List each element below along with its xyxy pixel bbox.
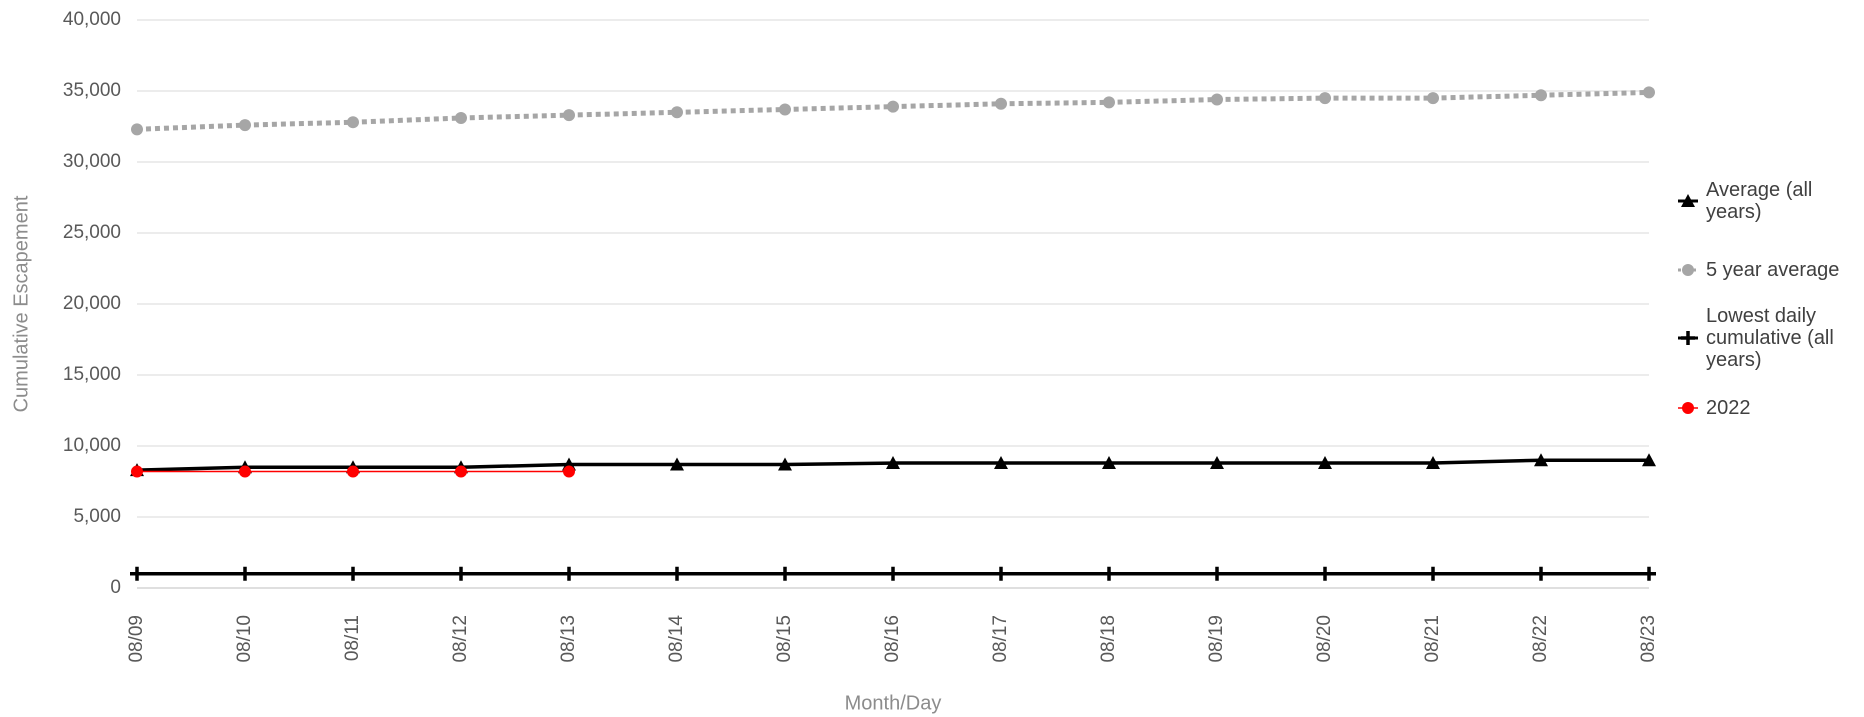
legend-item: Lowest daily cumulative (all years) xyxy=(1676,305,1856,371)
data-point xyxy=(1318,566,1332,581)
data-point xyxy=(454,566,468,581)
legend-item: 5 year average xyxy=(1676,259,1856,281)
y-tick-label: 10,000 xyxy=(63,435,121,456)
legend-label: Average (all years) xyxy=(1706,179,1813,223)
x-tick-label: 08/18 xyxy=(1098,615,1119,663)
legend-label: 2022 xyxy=(1706,397,1751,419)
data-point xyxy=(131,465,143,478)
legend-label: Lowest daily cumulative (all years) xyxy=(1706,305,1834,371)
x-tick-label: 08/16 xyxy=(882,615,903,663)
legend-swatch xyxy=(1678,331,1698,345)
data-point xyxy=(670,566,684,581)
legend-marker xyxy=(1681,331,1695,345)
data-point xyxy=(455,111,467,124)
legend-marker xyxy=(1682,402,1694,414)
data-point xyxy=(1318,456,1332,470)
data-point xyxy=(1211,93,1223,106)
x-tick-label: 08/11 xyxy=(342,615,363,661)
data-point xyxy=(347,465,359,478)
data-point xyxy=(778,457,792,471)
legend: Average (all years) 5 year average Lowest … xyxy=(1676,0,1864,717)
data-point xyxy=(563,465,575,478)
x-tick-label: 08/17 xyxy=(990,615,1011,663)
x-tick-label: 08/22 xyxy=(1530,615,1551,663)
x-tick-label: 08/14 xyxy=(666,615,687,663)
y-tick-label: 30,000 xyxy=(63,151,121,172)
data-point xyxy=(346,566,360,581)
legend-marker xyxy=(1682,264,1694,276)
y-tick-label: 20,000 xyxy=(63,293,121,314)
data-point xyxy=(994,456,1008,470)
x-tick-label: 08/20 xyxy=(1314,615,1335,663)
data-point xyxy=(130,566,144,581)
y-tick-label: 25,000 xyxy=(63,222,121,243)
x-tick-label: 08/23 xyxy=(1638,615,1659,663)
data-point xyxy=(1102,566,1116,581)
legend-swatch xyxy=(1678,402,1698,414)
data-point xyxy=(886,456,900,470)
y-tick-label: 35,000 xyxy=(63,80,121,101)
x-tick-label: 08/21 xyxy=(1422,615,1443,663)
data-point xyxy=(778,566,792,581)
data-point xyxy=(1643,86,1655,99)
data-point xyxy=(1534,566,1548,581)
data-point xyxy=(455,465,467,478)
data-point xyxy=(887,100,899,113)
data-point xyxy=(670,457,684,471)
legend-marker xyxy=(1681,194,1695,207)
data-point xyxy=(1210,566,1224,581)
data-point xyxy=(1426,566,1440,581)
legend-item: 2022 xyxy=(1676,397,1856,419)
data-point xyxy=(1102,456,1116,470)
y-tick-label: 5,000 xyxy=(73,506,121,527)
legend-item: Average (all years) xyxy=(1676,179,1856,223)
data-point xyxy=(347,116,359,129)
data-point xyxy=(238,566,252,581)
data-point xyxy=(994,566,1008,581)
data-point xyxy=(1427,92,1439,105)
data-point xyxy=(1210,456,1224,470)
y-tick-label: 0 xyxy=(110,577,121,598)
data-point xyxy=(1426,456,1440,470)
x-tick-label: 08/09 xyxy=(126,615,147,663)
x-tick-label: 08/12 xyxy=(450,615,471,663)
legend-swatch xyxy=(1678,264,1698,276)
legend-swatch xyxy=(1678,194,1698,207)
x-tick-label: 08/19 xyxy=(1206,615,1227,663)
x-tick-label: 08/10 xyxy=(234,615,255,663)
data-point xyxy=(1535,89,1547,102)
data-point xyxy=(239,119,251,132)
data-point xyxy=(563,109,575,122)
x-tick-label: 08/15 xyxy=(774,615,795,663)
data-point xyxy=(131,123,143,136)
data-point xyxy=(562,566,576,581)
data-point xyxy=(1534,453,1548,467)
data-point xyxy=(886,566,900,581)
x-axis-title: Month/Day xyxy=(845,692,942,714)
data-point xyxy=(239,465,251,478)
x-tick-label: 08/13 xyxy=(558,615,579,663)
data-point xyxy=(671,106,683,119)
legend-label: 5 year average xyxy=(1706,259,1840,281)
data-point xyxy=(1642,453,1656,467)
y-axis-title: Cumulative Escapement xyxy=(10,195,32,412)
data-point xyxy=(1103,96,1115,109)
data-point xyxy=(995,97,1007,110)
data-point xyxy=(779,103,791,116)
y-tick-label: 15,000 xyxy=(63,364,121,385)
data-point xyxy=(1642,566,1656,581)
y-tick-label: 40,000 xyxy=(63,9,121,30)
data-point xyxy=(1319,92,1331,105)
